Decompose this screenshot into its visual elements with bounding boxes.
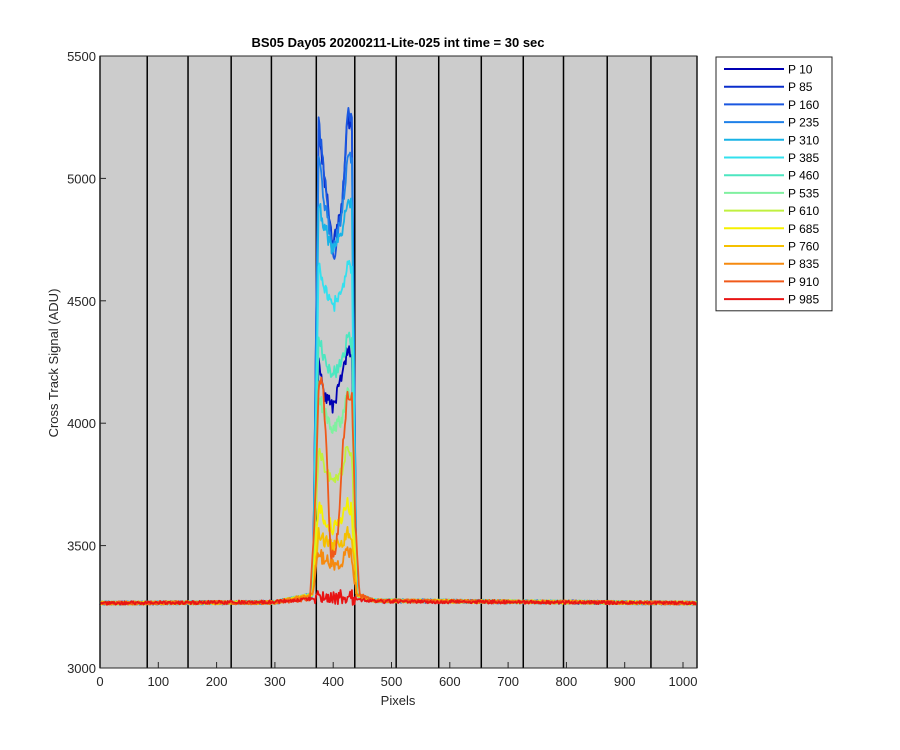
x-axis: 0 100 200 300 400 500 600 700 800 900 1000 bbox=[96, 662, 697, 689]
x-tick-label: 900 bbox=[614, 674, 636, 689]
legend-label: P 460 bbox=[788, 169, 819, 183]
legend-label: P 235 bbox=[788, 116, 819, 130]
x-axis-label: Pixels bbox=[381, 693, 416, 708]
x-tick-label: 300 bbox=[264, 674, 286, 689]
x-tick-label: 500 bbox=[381, 674, 403, 689]
legend-label: P 10 bbox=[788, 63, 813, 77]
x-tick-label: 600 bbox=[439, 674, 461, 689]
chart-title: BS05 Day05 20200211-Lite-025 int time = … bbox=[251, 35, 544, 50]
legend-label: P 835 bbox=[788, 257, 819, 271]
y-tick-label: 3500 bbox=[67, 539, 96, 554]
legend-label: P 610 bbox=[788, 204, 819, 218]
legend-label: P 160 bbox=[788, 98, 819, 112]
y-tick-label: 4500 bbox=[67, 294, 96, 309]
legend-label: P 310 bbox=[788, 133, 819, 147]
legend-label: P 985 bbox=[788, 293, 819, 307]
y-tick-label: 5500 bbox=[67, 49, 96, 64]
x-tick-label: 800 bbox=[556, 674, 578, 689]
x-tick-label: 400 bbox=[322, 674, 344, 689]
y-tick-label: 5000 bbox=[67, 171, 96, 186]
y-tick-label: 4000 bbox=[67, 416, 96, 431]
y-axis: 3000 3500 4000 4500 5000 5500 bbox=[67, 49, 106, 676]
legend-label: P 385 bbox=[788, 151, 819, 165]
series-line-p-985 bbox=[99, 589, 697, 606]
legend-label: P 910 bbox=[788, 275, 819, 289]
x-tick-label: 700 bbox=[497, 674, 519, 689]
y-tick-label: 3000 bbox=[67, 661, 96, 676]
x-tick-label: 100 bbox=[147, 674, 169, 689]
legend-label: P 685 bbox=[788, 222, 819, 236]
legend: P 10 P 85 P 160 P 235 P 310 P 385 P 460 P 535 P … bbox=[715, 56, 833, 312]
x-tick-label: 200 bbox=[206, 674, 228, 689]
legend-box bbox=[715, 56, 833, 312]
legend-label: P 760 bbox=[788, 240, 819, 254]
legend-label: P 535 bbox=[788, 186, 819, 200]
x-tick-label: 0 bbox=[96, 674, 103, 689]
y-axis-label: Cross Track Signal (ADU) bbox=[46, 289, 61, 438]
plot-background bbox=[100, 56, 697, 668]
x-tick-label: 1000 bbox=[669, 674, 698, 689]
plot-area bbox=[99, 55, 698, 669]
legend-label: P 85 bbox=[788, 80, 813, 94]
plot-frame bbox=[99, 55, 698, 669]
